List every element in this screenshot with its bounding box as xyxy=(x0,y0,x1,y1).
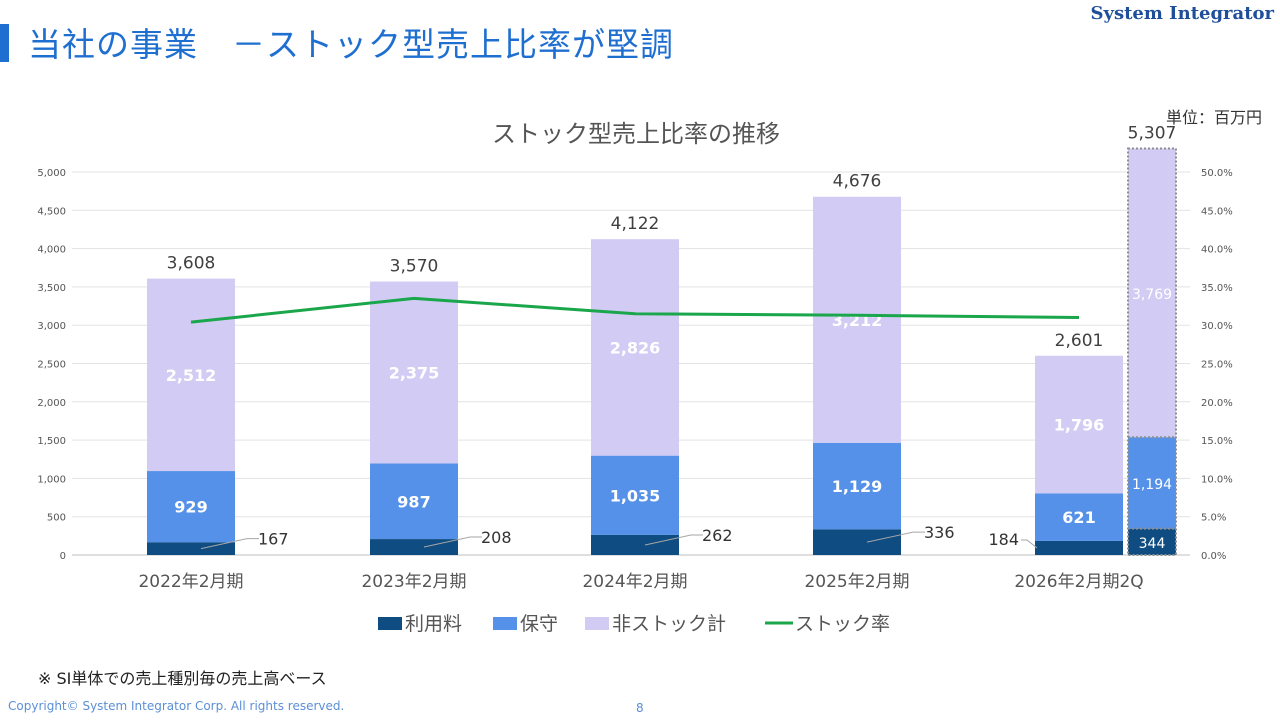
y-right-tick-label: 10.0% xyxy=(1201,474,1233,485)
data-label-usage: 262 xyxy=(702,526,733,545)
title-accent-bar xyxy=(0,24,9,62)
chart-title: ストック型売上比率の推移 xyxy=(492,120,780,148)
y-right-tick-label: 25.0% xyxy=(1201,360,1233,371)
total-label: 3,570 xyxy=(390,257,439,277)
bar-segment-usage xyxy=(813,529,901,555)
data-label-non_stock: 2,512 xyxy=(166,366,217,385)
data-label-maintenance: 1,129 xyxy=(832,477,883,496)
data-label-maintenance: 1,035 xyxy=(610,486,661,505)
total-label: 4,122 xyxy=(611,214,660,234)
y-right-tick-label: 45.0% xyxy=(1201,206,1233,217)
brand-logo-text: System Integrator xyxy=(1090,3,1274,24)
data-label-maintenance: 987 xyxy=(397,492,430,511)
bar-segment-non_stock xyxy=(370,281,458,464)
data-label-usage: 344 xyxy=(1139,536,1166,552)
data-label-usage: 167 xyxy=(258,530,289,549)
x-category-label: 2024年2月期 xyxy=(582,572,687,592)
bar-segment-usage xyxy=(1035,540,1123,555)
y-right-tick-label: 5.0% xyxy=(1201,513,1226,524)
total-label: 5,307 xyxy=(1128,123,1177,143)
x-category-label: 2026年2月期2Q xyxy=(1014,572,1143,592)
y-right-tick-label: 0.0% xyxy=(1201,551,1226,562)
y-left-tick-label: 3,500 xyxy=(37,283,66,294)
legend-swatch-non_stock xyxy=(585,617,609,630)
bar-segment-non_stock xyxy=(1035,355,1123,494)
data-label-non_stock: 2,375 xyxy=(389,364,440,383)
bar-segment-maintenance xyxy=(370,463,458,540)
total-label: 4,676 xyxy=(833,172,882,192)
leader-line xyxy=(1021,539,1038,549)
y-left-tick-label: 500 xyxy=(47,513,66,524)
bar-segment-non_stock xyxy=(813,196,901,443)
y-left-tick-label: 2,000 xyxy=(37,398,66,409)
x-category-label: 2022年2月期 xyxy=(138,572,243,592)
copyright: Copyright© System Integrator Corp. All r… xyxy=(8,699,345,713)
data-label-non_stock: 1,796 xyxy=(1054,416,1105,435)
data-label-non_stock: 2,826 xyxy=(610,338,661,357)
bar-segment-maintenance xyxy=(813,442,901,530)
page-title: 当社の事業 －ストック型売上比率が堅調 xyxy=(28,25,674,64)
data-label-non_stock: 3,212 xyxy=(832,311,883,330)
data-label-usage: 336 xyxy=(924,523,955,542)
footnote: ※ SI単体での売上種別毎の売上高ベース xyxy=(38,669,327,688)
y-right-tick-label: 15.0% xyxy=(1201,436,1233,447)
bar-segment-maintenance xyxy=(1128,437,1176,529)
data-label-usage: 208 xyxy=(481,528,512,547)
bar-segment-usage xyxy=(591,534,679,555)
total-label: 3,608 xyxy=(167,254,216,274)
leader-line xyxy=(200,538,259,550)
stock-rate-line xyxy=(190,296,1080,324)
bar-segment-maintenance xyxy=(591,455,679,535)
bar-segment-non_stock xyxy=(147,278,235,472)
bar-segment-maintenance xyxy=(1035,493,1123,541)
data-label-maintenance: 621 xyxy=(1062,508,1095,527)
y-right-tick-label: 30.0% xyxy=(1201,321,1233,332)
legend-label: 非ストック計 xyxy=(612,613,726,635)
legend-label: 利用料 xyxy=(405,613,462,635)
y-right-tick-label: 35.0% xyxy=(1201,283,1233,294)
bar-segment-non_stock xyxy=(591,239,679,456)
legend-swatch-usage xyxy=(378,617,402,630)
bar-segment-maintenance xyxy=(147,471,235,543)
data-label-maintenance: 1,194 xyxy=(1132,477,1172,493)
y-left-tick-label: 5,000 xyxy=(37,168,66,179)
bar-segment-usage xyxy=(370,539,458,555)
y-left-tick-label: 3,000 xyxy=(37,321,66,332)
y-right-tick-label: 50.0% xyxy=(1201,168,1233,179)
y-left-tick-label: 4,000 xyxy=(37,245,66,256)
y-right-tick-label: 40.0% xyxy=(1201,245,1233,256)
y-left-tick-label: 4,500 xyxy=(37,206,66,217)
forecast-outline xyxy=(1127,147,1177,556)
leader-line xyxy=(423,536,482,548)
y-right-tick-label: 20.0% xyxy=(1201,398,1233,409)
y-left-tick-label: 1,000 xyxy=(37,474,66,485)
y-left-tick-label: 0 xyxy=(60,551,66,562)
bar-segment-non_stock xyxy=(1128,148,1176,438)
page-number: 8 xyxy=(636,701,644,715)
legend-label: 保守 xyxy=(520,613,558,635)
bar-segment-usage xyxy=(147,542,235,555)
total-label: 2,601 xyxy=(1055,331,1104,351)
leader-line xyxy=(644,534,703,546)
leader-line xyxy=(866,531,925,543)
y-left-tick-label: 2,500 xyxy=(37,360,66,371)
bar-segment-usage xyxy=(1128,528,1176,555)
y-left-tick-label: 1,500 xyxy=(37,436,66,447)
legend-swatch-maintenance xyxy=(493,617,517,630)
data-label-non_stock: 3,769 xyxy=(1132,287,1172,303)
x-category-label: 2023年2月期 xyxy=(361,572,466,592)
data-label-maintenance: 929 xyxy=(174,498,207,517)
legend-label: ストック率 xyxy=(795,613,890,635)
x-category-label: 2025年2月期 xyxy=(804,572,909,592)
data-label-usage: 184 xyxy=(988,530,1019,549)
stock-ratio-chart: ストック型売上比率の推移 0 0.0% 500 5.0% 1,000 10.0% 1,500 1… xyxy=(37,120,1233,635)
unit-label: 単位：百万円 xyxy=(1165,108,1262,127)
